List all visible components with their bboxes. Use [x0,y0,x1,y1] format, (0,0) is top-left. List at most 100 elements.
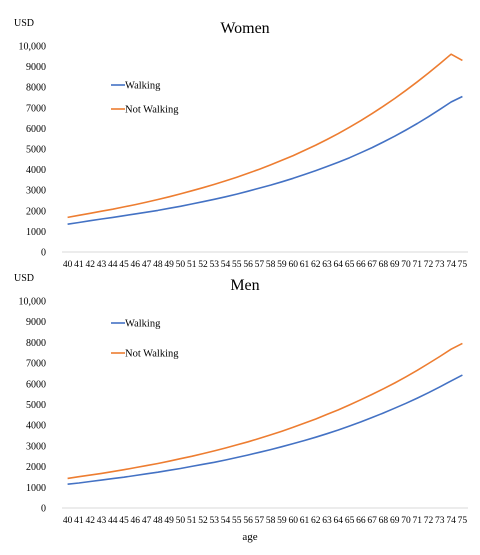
x-tick-label: 67 [367,260,377,270]
x-tick-label: 61 [300,260,310,270]
y-tick-label: 8000 [26,338,46,349]
x-tick-label: 60 [288,516,298,526]
x-tick-label: 44 [108,516,118,526]
x-tick-label: 75 [458,516,468,526]
chart-panel-men: Men USD 0 1000 2000 3000 4000 5000 6000 7000 8000 9… [14,273,468,543]
x-tick-label: 62 [311,260,321,270]
x-tick-label: 55 [232,516,242,526]
x-tick-label: 42 [85,260,95,270]
x-tick-label: 72 [424,260,434,270]
x-tick-label: 68 [379,516,389,526]
legend-label: Not Walking [125,105,179,116]
x-tick-label: 43 [97,516,107,526]
y-tick-label: 7000 [26,359,46,370]
y-tick-label: 4000 [26,421,46,432]
x-tick-label: 75 [458,260,468,270]
x-tick-label: 67 [367,516,377,526]
x-tick-label: 44 [108,260,118,270]
y-tick-label: 9000 [26,317,46,328]
y-tick-label: 9000 [26,62,46,73]
x-tick-label: 64 [334,516,344,526]
x-tick-label: 66 [356,516,366,526]
y-tick-label: 3000 [26,441,46,452]
y-tick-label: 8000 [26,83,46,94]
chart-title: Men [230,277,259,294]
x-tick-label: 51 [187,516,197,526]
y-tick-label: 2000 [26,206,46,217]
x-tick-label: 50 [176,516,186,526]
x-tick-label: 56 [243,516,253,526]
y-tick-label: 10,000 [19,297,47,308]
x-tick-label: 69 [390,516,400,526]
x-tick-label: 40 [63,516,73,526]
y-tick-label: 1000 [26,227,46,238]
y-tick-label: 0 [41,248,46,259]
y-tick-label: 7000 [26,103,46,114]
x-tick-label: 56 [243,260,253,270]
x-tick-label: 50 [176,260,186,270]
y-tick-label: 6000 [26,379,46,390]
chart-title: Women [220,20,269,37]
x-tick-label: 51 [187,260,197,270]
x-tick-label: 70 [401,516,411,526]
series-line-walking [67,95,463,225]
x-tick-label: 47 [142,260,152,270]
x-tick-label: 40 [63,260,73,270]
x-tick-label: 53 [210,260,220,270]
x-tick-label: 43 [97,260,107,270]
x-tick-label: 74 [446,260,456,270]
y-tick-label: 1000 [26,483,46,494]
y-tick-label: 2000 [26,462,46,473]
x-tick-label: 47 [142,516,152,526]
x-tick-label: 49 [164,516,174,526]
x-tick-label: 48 [153,516,163,526]
x-tick-label: 58 [266,516,276,526]
y-axis-unit-label: USD [14,273,34,284]
y-tick-label: 4000 [26,165,46,176]
y-axis-unit-label: USD [14,18,34,29]
series-line-walking [67,374,463,485]
x-tick-label: 59 [277,260,287,270]
x-tick-label: 45 [119,260,129,270]
x-tick-label: 49 [164,260,174,270]
x-tick-label: 70 [401,260,411,270]
x-tick-label: 52 [198,260,208,270]
x-tick-label: 55 [232,260,242,270]
x-tick-label: 58 [266,260,276,270]
x-tick-label: 59 [277,516,287,526]
x-tick-label: 52 [198,516,208,526]
x-tick-label: 73 [435,516,445,526]
x-tick-label: 57 [255,260,265,270]
x-tick-label: 69 [390,260,400,270]
x-tick-label: 57 [255,516,265,526]
y-tick-label: 3000 [26,186,46,197]
y-tick-label: 5000 [26,400,46,411]
x-axis-label: age [242,531,257,543]
x-tick-label: 54 [221,260,231,270]
x-tick-label: 54 [221,516,231,526]
series-line-not-walking [67,53,463,219]
y-tick-label: 6000 [26,124,46,135]
x-tick-label: 53 [210,516,220,526]
x-tick-label: 42 [85,516,95,526]
y-tick-label: 5000 [26,145,46,156]
x-tick-label: 63 [322,260,332,270]
x-tick-label: 71 [413,516,423,526]
x-tick-label: 65 [345,260,355,270]
y-tick-label: 0 [41,504,46,515]
x-tick-label: 48 [153,260,163,270]
x-tick-label: 45 [119,516,129,526]
x-tick-label: 46 [131,516,141,526]
x-tick-label: 68 [379,260,389,270]
x-tick-label: 41 [74,260,84,270]
series-line-not-walking [67,342,463,480]
y-tick-label: 10,000 [19,42,47,53]
x-tick-label: 63 [322,516,332,526]
x-tick-label: 61 [300,516,310,526]
x-tick-label: 46 [131,260,141,270]
legend-label: Walking [125,81,161,92]
x-tick-label: 64 [334,260,344,270]
x-tick-label: 74 [446,516,456,526]
